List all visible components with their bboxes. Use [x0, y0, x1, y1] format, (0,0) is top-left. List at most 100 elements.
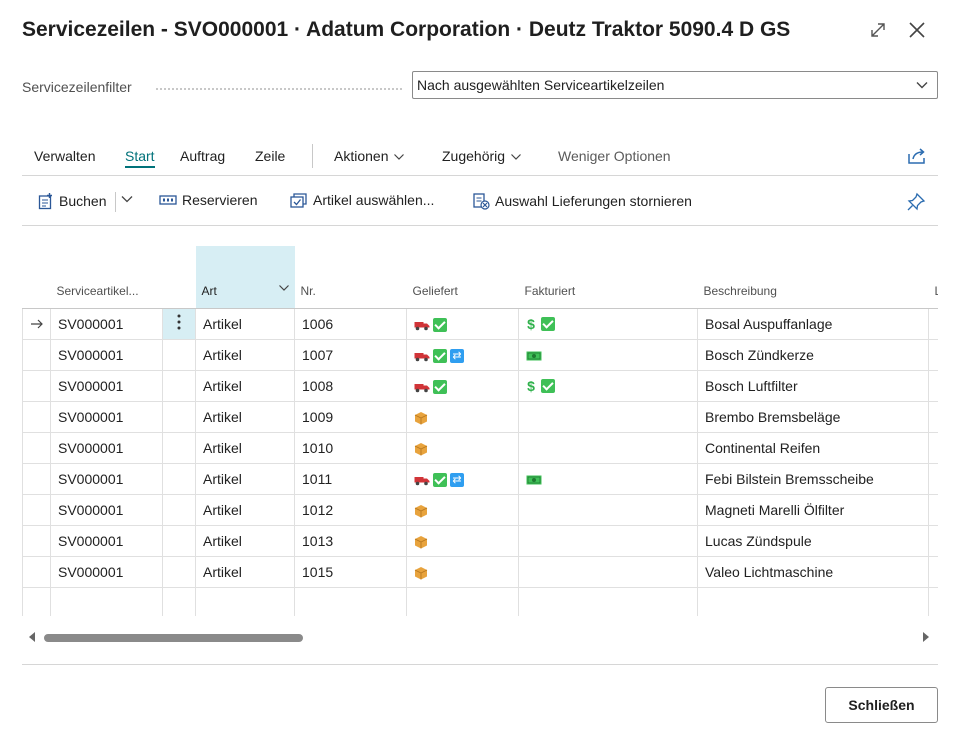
- table-row[interactable]: SV000001 Artikel 1012 Magneti Marelli Ölfil…: [22, 494, 938, 526]
- cell-nr[interactable]: 1011: [294, 463, 407, 495]
- col-header-truncated[interactable]: L: [928, 246, 938, 309]
- col-header-delivered[interactable]: Geliefert: [406, 246, 519, 309]
- cell-nr[interactable]: 1008: [294, 370, 407, 402]
- table-row[interactable]: SV000001 Artikel 1006 $ Bosal Auspuffanlage: [22, 308, 938, 340]
- cell-truncated[interactable]: [928, 370, 938, 402]
- empty-cell[interactable]: [294, 587, 407, 616]
- table-row[interactable]: SV000001 Artikel 1015 Valeo Lichtmaschine: [22, 556, 938, 588]
- row-menu[interactable]: [162, 432, 196, 464]
- tab-start[interactable]: Start: [125, 148, 155, 168]
- cell-nr[interactable]: 1009: [294, 401, 407, 433]
- cell-service-item[interactable]: SV000001: [50, 401, 163, 433]
- cell-description[interactable]: Continental Reifen: [697, 432, 929, 464]
- row-indicator[interactable]: [22, 370, 51, 402]
- scroll-right-icon[interactable]: [922, 632, 930, 642]
- cell-truncated[interactable]: [928, 556, 938, 588]
- share-icon[interactable]: [906, 145, 928, 167]
- row-indicator[interactable]: [22, 401, 51, 433]
- empty-cell[interactable]: [928, 587, 938, 616]
- scroll-thumb[interactable]: [44, 634, 303, 642]
- row-indicator[interactable]: [22, 494, 51, 526]
- cancel-shipments-button[interactable]: Auswahl Lieferungen stornieren: [472, 192, 692, 210]
- col-header-invoiced[interactable]: Fakturiert: [518, 246, 698, 309]
- cell-truncated[interactable]: [928, 308, 938, 340]
- table-row[interactable]: SV000001 Artikel 1010 Continental Reifen: [22, 432, 938, 464]
- row-indicator[interactable]: [22, 308, 51, 340]
- more-vertical-icon[interactable]: [177, 314, 181, 330]
- empty-cell[interactable]: [195, 587, 295, 616]
- cell-service-item[interactable]: SV000001: [50, 370, 163, 402]
- cell-nr[interactable]: 1010: [294, 432, 407, 464]
- col-header-nr[interactable]: Nr.: [294, 246, 407, 309]
- filter-select[interactable]: Nach ausgewählten Serviceartikelzeilen: [412, 71, 938, 99]
- row-menu[interactable]: [162, 525, 196, 557]
- tab-verwalten[interactable]: Verwalten: [34, 148, 96, 164]
- cell-description[interactable]: Bosch Zündkerze: [697, 339, 929, 371]
- cell-art[interactable]: Artikel: [195, 432, 295, 464]
- row-menu[interactable]: [162, 463, 196, 495]
- empty-cell[interactable]: [50, 587, 163, 616]
- close-icon[interactable]: [905, 18, 929, 42]
- cell-description[interactable]: Bosal Auspuffanlage: [697, 308, 929, 340]
- cell-service-item[interactable]: SV000001: [50, 525, 163, 557]
- cell-service-item[interactable]: SV000001: [50, 494, 163, 526]
- cell-art[interactable]: Artikel: [195, 556, 295, 588]
- tab-zugehoerig[interactable]: Zugehörig: [442, 148, 522, 164]
- row-menu[interactable]: [162, 339, 196, 371]
- row-menu[interactable]: [162, 556, 196, 588]
- cell-truncated[interactable]: [928, 463, 938, 495]
- empty-cell[interactable]: [697, 587, 929, 616]
- cell-truncated[interactable]: [928, 401, 938, 433]
- cell-art[interactable]: Artikel: [195, 308, 295, 340]
- table-row[interactable]: SV000001 Artikel 1009 Brembo Bremsbeläge: [22, 401, 938, 433]
- cell-description[interactable]: Magneti Marelli Ölfilter: [697, 494, 929, 526]
- cell-service-item[interactable]: SV000001: [50, 432, 163, 464]
- cell-service-item[interactable]: SV000001: [50, 308, 163, 340]
- empty-row[interactable]: [22, 587, 938, 616]
- tab-weniger-optionen[interactable]: Weniger Optionen: [558, 148, 671, 164]
- row-indicator[interactable]: [22, 463, 51, 495]
- cell-nr[interactable]: 1006: [294, 308, 407, 340]
- cell-art[interactable]: Artikel: [195, 401, 295, 433]
- cell-truncated[interactable]: [928, 339, 938, 371]
- cell-description[interactable]: Brembo Bremsbeläge: [697, 401, 929, 433]
- table-row[interactable]: SV000001 Artikel 1008 $ Bosch Luftfilter: [22, 370, 938, 402]
- cell-truncated[interactable]: [928, 525, 938, 557]
- expand-icon[interactable]: [866, 18, 890, 42]
- cell-nr[interactable]: 1007: [294, 339, 407, 371]
- cell-art[interactable]: Artikel: [195, 494, 295, 526]
- col-header-art[interactable]: Art: [195, 246, 295, 309]
- row-menu[interactable]: [162, 308, 196, 340]
- row-indicator[interactable]: [22, 339, 51, 371]
- row-menu[interactable]: [162, 370, 196, 402]
- cell-truncated[interactable]: [928, 494, 938, 526]
- col-header-description[interactable]: Beschreibung: [697, 246, 929, 309]
- cell-description[interactable]: Valeo Lichtmaschine: [697, 556, 929, 588]
- post-button[interactable]: Buchen: [38, 192, 106, 210]
- cell-service-item[interactable]: SV000001: [50, 463, 163, 495]
- table-row[interactable]: SV000001 Artikel 1011 ⇄ Febi Bilstein Bremss…: [22, 463, 938, 495]
- table-row[interactable]: SV000001 Artikel 1007 ⇄ Bosch Zündkerze: [22, 339, 938, 371]
- cell-art[interactable]: Artikel: [195, 525, 295, 557]
- row-menu[interactable]: [162, 401, 196, 433]
- scroll-left-icon[interactable]: [28, 632, 36, 642]
- reserve-button[interactable]: Reservieren: [159, 192, 257, 208]
- row-indicator[interactable]: [22, 556, 51, 588]
- tab-auftrag[interactable]: Auftrag: [180, 148, 226, 164]
- close-button[interactable]: Schließen: [825, 687, 938, 723]
- cell-description[interactable]: Febi Bilstein Bremsscheibe: [697, 463, 929, 495]
- empty-cell[interactable]: [518, 587, 698, 616]
- tab-aktionen[interactable]: Aktionen: [334, 148, 405, 164]
- cell-art[interactable]: Artikel: [195, 339, 295, 371]
- cell-truncated[interactable]: [928, 432, 938, 464]
- cell-nr[interactable]: 1015: [294, 556, 407, 588]
- post-dropdown-button[interactable]: [120, 192, 139, 206]
- cell-nr[interactable]: 1012: [294, 494, 407, 526]
- row-menu[interactable]: [162, 494, 196, 526]
- cell-description[interactable]: Bosch Luftfilter: [697, 370, 929, 402]
- row-indicator[interactable]: [22, 525, 51, 557]
- empty-cell[interactable]: [162, 587, 196, 616]
- cell-art[interactable]: Artikel: [195, 370, 295, 402]
- cell-service-item[interactable]: SV000001: [50, 339, 163, 371]
- cell-nr[interactable]: 1013: [294, 525, 407, 557]
